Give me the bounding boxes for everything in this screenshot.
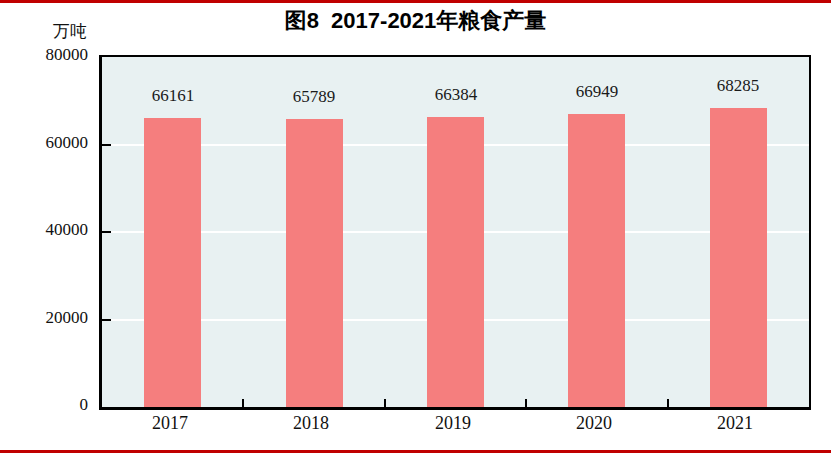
- x-axis-label-2021: 2021: [717, 413, 753, 434]
- bar-value-label-2021: 68285: [717, 76, 760, 96]
- plot-area: 66161 65789 66384 66949 68285: [99, 55, 811, 410]
- x-axis-label-2019: 2019: [435, 413, 471, 434]
- bar-value-label-2020: 66949: [576, 82, 619, 102]
- y-tick-mark-40000: [102, 231, 111, 233]
- x-axis-label-2018: 2018: [293, 413, 329, 434]
- x-axis-label-2020: 2020: [576, 413, 612, 434]
- x-tick-mark-4: [667, 399, 669, 407]
- bar-value-label-2017: 66161: [152, 86, 195, 106]
- y-axis-label-0: 0: [80, 395, 89, 415]
- y-tick-mark-20000: [102, 319, 111, 321]
- y-axis-label-80000: 80000: [46, 45, 89, 65]
- x-tick-mark-2: [384, 399, 386, 407]
- top-red-rule: [0, 0, 831, 3]
- x-axis-label-2017: 2017: [152, 413, 188, 434]
- bar-2019: [427, 117, 484, 407]
- bar-2021: [710, 108, 767, 407]
- y-axis-tick-labels: 020000400006000080000: [14, 55, 88, 405]
- y-tick-mark-60000: [102, 144, 111, 146]
- x-tick-mark-3: [525, 399, 527, 407]
- bottom-red-rule: [0, 450, 831, 453]
- y-axis-label-20000: 20000: [46, 308, 89, 328]
- x-tick-mark-1: [242, 399, 244, 407]
- bar-2020: [568, 114, 625, 407]
- bar-value-label-2018: 65789: [293, 87, 336, 107]
- y-axis-unit-label: 万吨: [40, 20, 100, 43]
- y-axis-label-60000: 60000: [46, 133, 89, 153]
- y-axis-label-40000: 40000: [46, 220, 89, 240]
- chart-title: 图8 2017-2021年粮食产量: [0, 6, 831, 36]
- x-axis-tick-labels: 2017 2018 2019 2020 2021: [99, 413, 806, 441]
- bar-2018: [286, 119, 343, 407]
- bar-2017: [144, 118, 201, 407]
- bar-value-label-2019: 66384: [435, 85, 478, 105]
